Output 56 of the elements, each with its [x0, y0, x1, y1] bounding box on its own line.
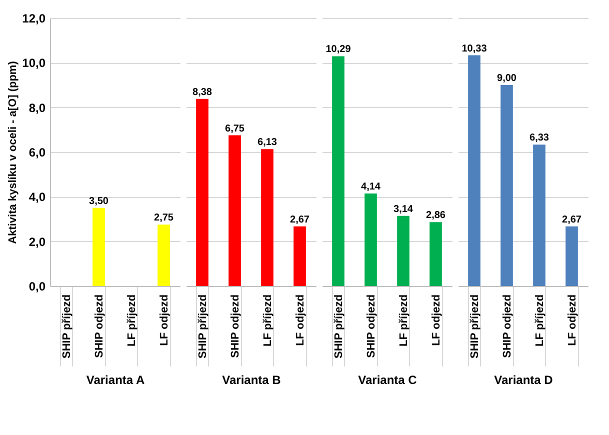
- data-label: 3,14: [394, 204, 414, 215]
- bar: [261, 149, 274, 286]
- bar: [364, 194, 377, 286]
- bar: [92, 208, 105, 286]
- data-label: 8,38: [192, 86, 212, 98]
- data-label: 6,75: [225, 123, 245, 134]
- y-tick-label: 0,0: [28, 280, 46, 294]
- text: Varianta A: [86, 373, 145, 387]
- text: Varianta B: [222, 373, 282, 387]
- bar: [332, 56, 344, 286]
- x-tick-label: SHIP příjezd: [196, 294, 209, 358]
- x-tick-label: LF příjezd: [262, 294, 274, 346]
- data-label: 10,29: [326, 44, 352, 56]
- data-label: 2,75: [154, 212, 174, 224]
- x-tick-label: SHIP příjezd: [332, 294, 345, 358]
- data-label: 2,67: [562, 214, 582, 226]
- x-tick-label: LF příjezd: [534, 294, 546, 346]
- y-tick-label: 12,0: [22, 12, 46, 26]
- x-tick-label: LF příjezd: [398, 294, 410, 346]
- bar: [430, 222, 442, 286]
- bar: [228, 135, 241, 286]
- x-tick-label: SHIP příjezd: [468, 294, 481, 358]
- x-tick-label: SHIP příjezd: [60, 294, 73, 358]
- y-tick-label: 8,0: [28, 100, 46, 115]
- bar: [196, 98, 208, 286]
- x-tick-label: LF příjezd: [126, 294, 138, 346]
- data-label: 10,33: [462, 43, 488, 54]
- y-tick-label: 4,0: [28, 190, 46, 204]
- x-tick-label: SHIP odjezd: [229, 294, 242, 358]
- data-label: 9,00: [497, 73, 517, 84]
- data-label: 6,33: [530, 132, 550, 144]
- y-tick-label: 6,0: [28, 146, 46, 160]
- x-tick-label: SHIP odjezd: [501, 294, 514, 358]
- bar: [533, 144, 546, 286]
- bar: [500, 85, 513, 286]
- x-tick-label: SHIP odjezd: [93, 294, 106, 358]
- bar: [566, 226, 578, 286]
- y-axis-title: Aktivita kyslíku v oceli - a[O] (ppm): [7, 60, 20, 244]
- data-label: 3,50: [89, 196, 109, 207]
- data-label: 2,67: [290, 214, 310, 226]
- y-tick-label: 10,0: [22, 56, 46, 70]
- bar: [294, 226, 306, 286]
- bar: [397, 216, 410, 286]
- bar: [158, 224, 170, 286]
- x-tick-label: LF odjezd: [430, 294, 442, 346]
- data-label: 2,86: [426, 210, 446, 222]
- y-tick-label: 2,0: [28, 234, 46, 249]
- x-tick-label: LF odjezd: [294, 294, 306, 346]
- text: Varianta D: [494, 373, 554, 387]
- x-tick-label: SHIP odjezd: [365, 294, 378, 358]
- x-tick-label: LF odjezd: [566, 294, 578, 346]
- data-label: 4,14: [361, 182, 381, 193]
- bar: [468, 55, 480, 286]
- text: Varianta C: [358, 373, 418, 387]
- x-tick-label: LF odjezd: [158, 294, 170, 346]
- data-label: 6,13: [258, 137, 278, 148]
